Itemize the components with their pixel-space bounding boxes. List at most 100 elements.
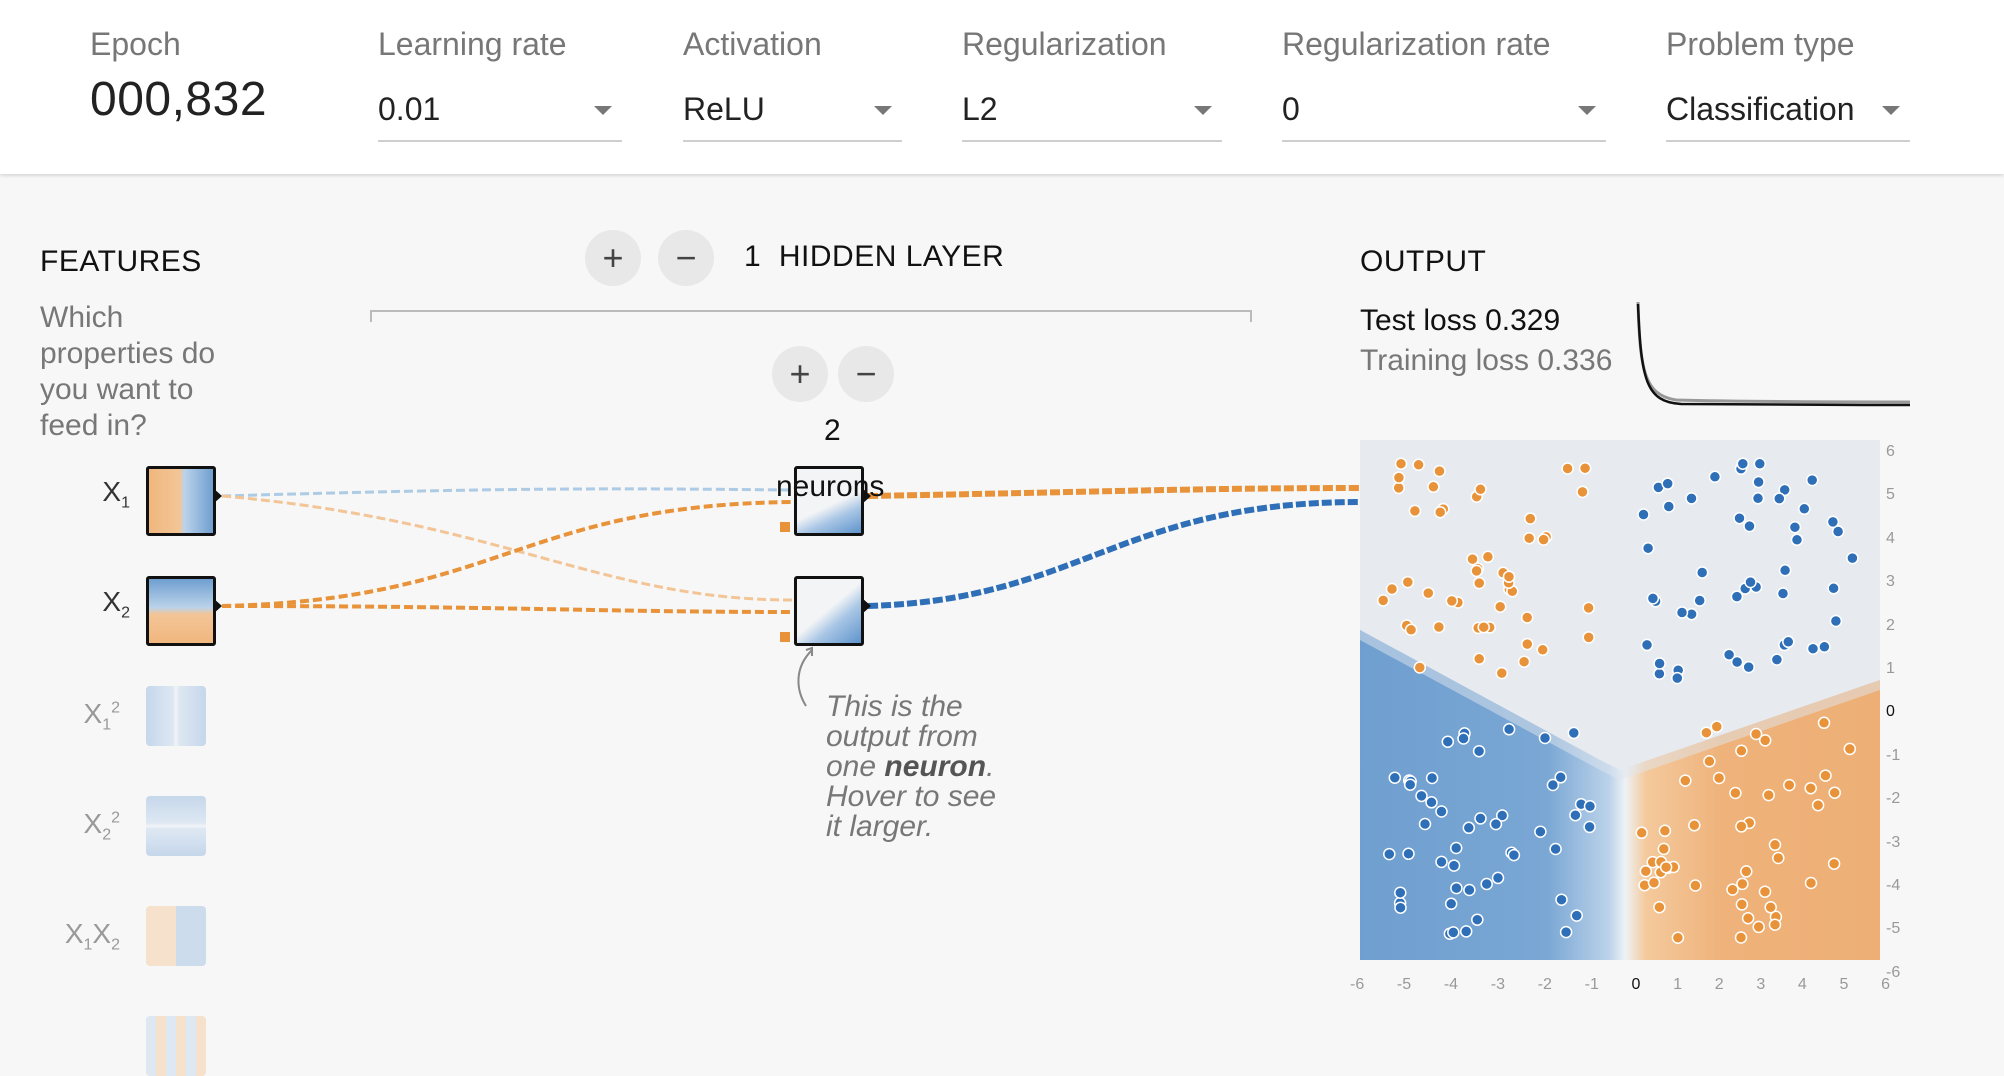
training-loss-value: 0.336 bbox=[1537, 344, 1613, 377]
data-point bbox=[1583, 820, 1596, 834]
data-point bbox=[1753, 457, 1767, 471]
layer-label: HIDDEN LAYER bbox=[778, 240, 1005, 273]
link-x2-n1[interactable] bbox=[221, 500, 793, 608]
data-point bbox=[1635, 826, 1648, 840]
tick-label: 6 bbox=[1881, 976, 1890, 993]
annotation-line: it larger. bbox=[826, 810, 934, 843]
data-point bbox=[1752, 920, 1765, 934]
activation-control: Activation ReLU bbox=[683, 24, 902, 142]
data-point bbox=[1570, 909, 1583, 922]
data-point bbox=[1555, 893, 1568, 906]
data-point bbox=[1679, 774, 1692, 787]
data-point bbox=[1447, 859, 1461, 872]
data-point bbox=[1811, 798, 1825, 812]
data-point bbox=[1827, 857, 1841, 870]
tick-label: -1 bbox=[1584, 976, 1599, 993]
data-point bbox=[1480, 877, 1493, 891]
data-point bbox=[1521, 637, 1534, 651]
data-point bbox=[1401, 575, 1415, 589]
data-point bbox=[1444, 897, 1458, 911]
tick-label: -6 bbox=[1886, 963, 1901, 981]
data-point bbox=[1427, 480, 1440, 494]
activation-select[interactable]: ReLU bbox=[683, 84, 902, 142]
tick-label: 1 bbox=[1673, 976, 1683, 993]
remove-neuron-button[interactable]: − bbox=[838, 346, 894, 402]
chevron-down-icon bbox=[1194, 106, 1212, 115]
annotation-arrow bbox=[797, 649, 813, 707]
link-x2-n2[interactable] bbox=[221, 604, 793, 614]
regularization-select[interactable]: L2 bbox=[962, 84, 1222, 142]
tick-label: -5 bbox=[1886, 920, 1901, 938]
link-n1-output[interactable] bbox=[867, 485, 1361, 499]
training-loss-label: Training loss bbox=[1360, 344, 1529, 377]
link-x1-n2[interactable] bbox=[221, 494, 793, 602]
feature-x2-squared-tile[interactable] bbox=[146, 796, 206, 856]
data-point bbox=[1418, 817, 1432, 831]
tick-label: -2 bbox=[1886, 790, 1901, 808]
data-point bbox=[1408, 504, 1422, 518]
data-point bbox=[1477, 620, 1490, 634]
epoch-label: Epoch bbox=[90, 26, 181, 62]
data-point bbox=[1493, 600, 1507, 613]
data-point bbox=[1450, 881, 1463, 895]
bias-handle[interactable] bbox=[780, 522, 790, 532]
data-point bbox=[1502, 570, 1516, 583]
problem-type-select[interactable]: Classification bbox=[1666, 84, 1910, 142]
neuron-label: neurons bbox=[776, 470, 885, 503]
data-point bbox=[1751, 492, 1765, 505]
data-point bbox=[1582, 601, 1595, 615]
add-layer-button[interactable]: + bbox=[585, 230, 641, 286]
data-point bbox=[1457, 732, 1470, 745]
add-neuron-button[interactable]: + bbox=[772, 346, 828, 402]
data-point bbox=[1671, 671, 1684, 685]
data-point bbox=[1693, 594, 1706, 607]
data-point bbox=[1790, 533, 1804, 547]
bottom-axis: -6 -5 -4 -3 -2 -1 0 1 2 3 4 5 6 bbox=[1350, 976, 1890, 994]
problem-type-control: Problem type Classification bbox=[1666, 24, 1910, 142]
data-point bbox=[1471, 913, 1484, 926]
tick-label: 5 bbox=[1839, 976, 1849, 993]
test-loss-label: Test loss bbox=[1360, 304, 1477, 337]
data-point bbox=[1507, 848, 1521, 862]
tick-label: 3 bbox=[1886, 573, 1895, 591]
data-point bbox=[1567, 726, 1581, 740]
training-loss: Training loss 0.336 bbox=[1360, 344, 1612, 378]
chevron-down-icon bbox=[874, 106, 892, 115]
regularization-rate-select[interactable]: 0 bbox=[1282, 84, 1606, 142]
data-point bbox=[1422, 586, 1435, 600]
feature-x1-squared-tile[interactable] bbox=[146, 686, 206, 746]
annotation-text: one bbox=[826, 750, 885, 783]
data-point bbox=[1804, 876, 1818, 890]
link-n2-output[interactable] bbox=[867, 499, 1361, 609]
tick-label: 4 bbox=[1886, 529, 1895, 547]
data-point bbox=[1736, 457, 1750, 470]
data-point bbox=[1730, 655, 1744, 669]
data-point bbox=[1662, 500, 1676, 513]
data-point bbox=[1743, 519, 1756, 533]
data-point bbox=[1776, 587, 1790, 600]
data-point bbox=[1740, 865, 1753, 878]
tick-label: 1 bbox=[1886, 660, 1895, 678]
feature-x1x2-tile[interactable] bbox=[146, 906, 206, 966]
neuron-1-tile[interactable] bbox=[794, 466, 864, 536]
data-point bbox=[1517, 655, 1531, 668]
data-point bbox=[1752, 475, 1765, 489]
data-point bbox=[1474, 483, 1487, 496]
data-point bbox=[1806, 642, 1820, 655]
link-x1-n1[interactable] bbox=[221, 487, 793, 498]
data-point bbox=[1782, 635, 1795, 649]
chevron-down-icon bbox=[1578, 106, 1596, 115]
data-point bbox=[1413, 661, 1427, 674]
remove-layer-button[interactable]: − bbox=[658, 230, 714, 286]
data-point bbox=[1520, 611, 1534, 624]
bias-handle[interactable] bbox=[780, 632, 790, 642]
data-point bbox=[1583, 800, 1597, 813]
tick-label: -4 bbox=[1886, 877, 1901, 895]
problem-type-label: Problem type bbox=[1666, 26, 1855, 62]
neuron-2-tile[interactable] bbox=[794, 576, 864, 646]
data-point bbox=[1772, 851, 1785, 865]
data-point bbox=[1688, 819, 1701, 832]
tick-label: 6 bbox=[1886, 443, 1895, 460]
learning-rate-select[interactable]: 0.01 bbox=[378, 84, 622, 142]
output-plot[interactable] bbox=[1360, 440, 1880, 960]
